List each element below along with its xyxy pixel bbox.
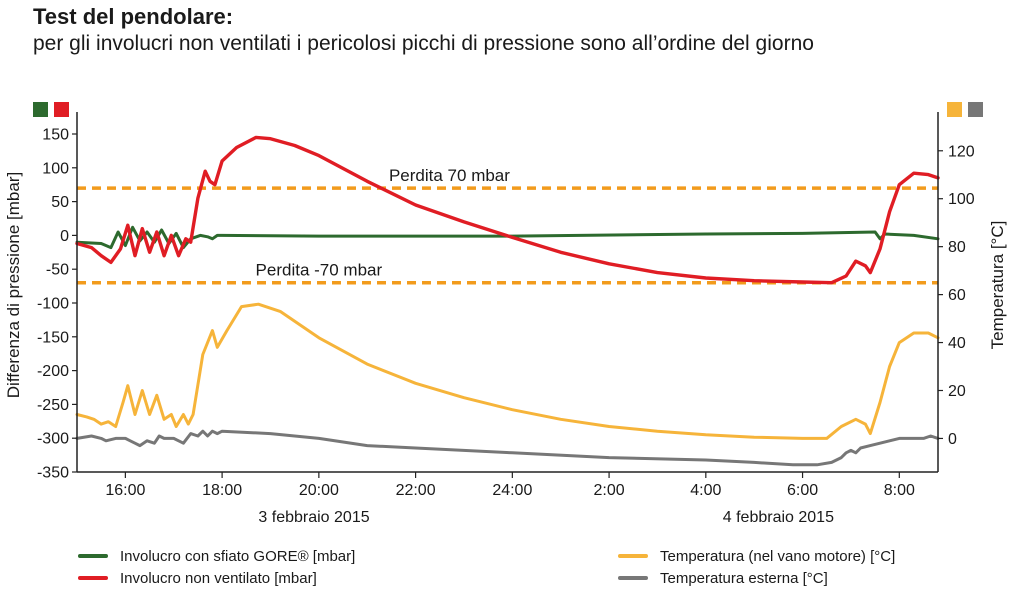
left-tick-label: -200: [37, 363, 69, 380]
chart-title: Test del pendolare:: [33, 4, 234, 29]
legend-swatch-orange: [618, 554, 648, 558]
legend-item-outside-temp: Temperatura esterna [°C]: [618, 568, 828, 588]
x-tick-label: 2:00: [594, 482, 625, 499]
legend-label: Temperatura (nel vano motore) [°C]: [660, 547, 896, 565]
x-tick-label: 6:00: [787, 482, 818, 499]
left-tick-label: -50: [46, 262, 69, 279]
chart-subtitle: per gli involucri non ventilati i perico…: [33, 32, 814, 55]
left-axis-label: Differenza di pressione [mbar]: [4, 172, 23, 398]
date-label: 4 febbraio 2015: [723, 509, 834, 526]
legend-label: Involucro con sfiato GORE® [mbar]: [120, 547, 356, 565]
right-tick-label: 60: [948, 287, 966, 304]
legend-label: Involucro non ventilato [mbar]: [120, 569, 317, 587]
x-tick-label: 4:00: [690, 482, 721, 499]
left-tick-label: -300: [37, 431, 69, 448]
right-tick-label: 120: [948, 143, 975, 160]
legend-swatch-green: [78, 554, 108, 558]
date-label: 3 febbraio 2015: [258, 509, 369, 526]
right-tick-label: 40: [948, 335, 966, 352]
right-tick-label: 80: [948, 239, 966, 256]
x-tick-label: 24:00: [492, 482, 532, 499]
left-tick-label: -100: [37, 296, 69, 313]
legend-item-engine-temp: Temperatura (nel vano motore) [°C]: [618, 546, 895, 566]
right-tick-label: 100: [948, 191, 975, 208]
left-tick-label: 150: [42, 127, 69, 144]
legend-item-gore: Involucro con sfiato GORE® [mbar]: [78, 546, 355, 566]
reference-line-label: Perdita -70 mbar: [256, 261, 383, 280]
series-line-gray: [75, 429, 940, 467]
right-tick-label: 20: [948, 383, 966, 400]
x-tick-label: 8:00: [884, 482, 915, 499]
right-axis-label: Temperatura [°C]: [988, 221, 1007, 350]
left-tick-label: 100: [42, 160, 69, 177]
right-axis-orange-marker: [947, 102, 962, 117]
left-tick-label: 50: [51, 194, 69, 211]
legend-label: Temperatura esterna [°C]: [660, 569, 828, 587]
left-axis-red-marker: [54, 102, 69, 117]
reference-line-label: Perdita 70 mbar: [389, 166, 510, 185]
x-tick-label: 20:00: [299, 482, 339, 499]
series-line-orange: [75, 302, 940, 440]
left-tick-label: -250: [37, 397, 69, 414]
x-tick-label: 22:00: [396, 482, 436, 499]
legend-swatch-red: [78, 576, 108, 580]
right-axis-gray-marker: [968, 102, 983, 117]
x-tick-label: 16:00: [105, 482, 145, 499]
series-line-red: [75, 135, 940, 285]
left-tick-label: 0: [60, 228, 69, 245]
right-tick-label: 0: [948, 431, 957, 448]
legend-swatch-gray: [618, 576, 648, 580]
left-axis-green-marker: [33, 102, 48, 117]
left-tick-label: -350: [37, 465, 69, 482]
left-tick-label: -150: [37, 329, 69, 346]
x-tick-label: 18:00: [202, 482, 242, 499]
legend-item-unventilated: Involucro non ventilato [mbar]: [78, 568, 317, 588]
